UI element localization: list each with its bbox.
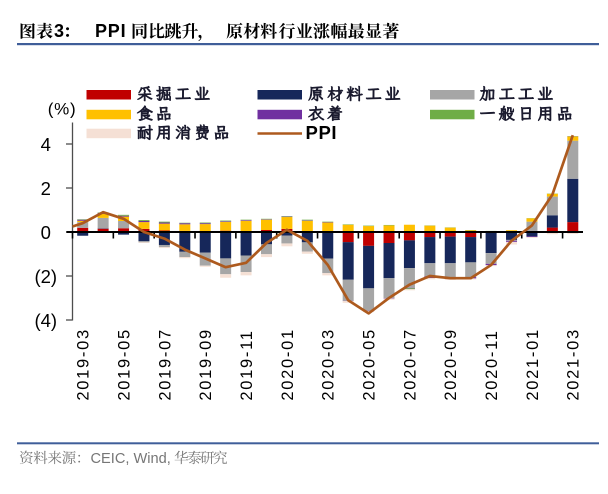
svg-text:2019-05: 2019-05 bbox=[116, 328, 134, 400]
svg-text:2: 2 bbox=[41, 178, 51, 199]
svg-text:2019-09: 2019-09 bbox=[197, 328, 215, 400]
svg-text:(%): (%) bbox=[48, 99, 77, 118]
svg-text:(4): (4) bbox=[34, 310, 57, 331]
svg-text:2019-07: 2019-07 bbox=[156, 328, 174, 400]
svg-text:2021-01: 2021-01 bbox=[524, 328, 542, 400]
svg-text:3: 3 bbox=[54, 21, 64, 41]
svg-text:0: 0 bbox=[41, 222, 51, 243]
svg-text:PPI: PPI bbox=[95, 21, 126, 41]
svg-text:2020-03: 2020-03 bbox=[320, 328, 338, 400]
svg-text:2020-11: 2020-11 bbox=[483, 329, 501, 400]
svg-text:2019-03: 2019-03 bbox=[75, 328, 93, 400]
svg-text:2020-07: 2020-07 bbox=[401, 328, 419, 400]
svg-text:CEIC, Wind,: CEIC, Wind, bbox=[91, 451, 171, 467]
svg-text:4: 4 bbox=[41, 134, 51, 155]
svg-text:PPI: PPI bbox=[306, 122, 338, 143]
svg-text:2020-05: 2020-05 bbox=[361, 328, 379, 400]
svg-text:(2): (2) bbox=[34, 266, 57, 287]
svg-text:2019-11: 2019-11 bbox=[238, 329, 256, 400]
svg-text:2020-09: 2020-09 bbox=[442, 328, 460, 400]
svg-text:2021-03: 2021-03 bbox=[565, 328, 583, 400]
svg-text:2020-01: 2020-01 bbox=[279, 328, 297, 400]
